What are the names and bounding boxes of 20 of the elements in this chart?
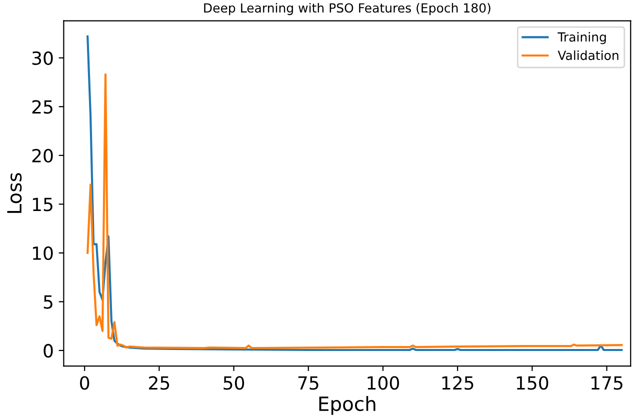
x-tick-label: 175	[592, 376, 622, 390]
legend-label: Validation	[558, 50, 618, 60]
x-tick-label: 25	[149, 376, 170, 390]
legend-label: Training	[558, 32, 606, 44]
y-tick-label: 0	[44, 344, 53, 358]
x-tick-label: 150	[516, 376, 548, 390]
x-tick-label: 50	[224, 376, 244, 390]
y-tick-label: 5	[44, 295, 52, 309]
y-tick-label: 30	[32, 51, 53, 65]
x-tick-label: 125	[442, 376, 474, 390]
y-tick-label: 25	[32, 100, 52, 114]
y-tick-label: 10	[32, 246, 53, 260]
x-tick-label: 0	[80, 376, 90, 390]
x-tick-label: 75	[298, 376, 318, 390]
x-tick-label: 100	[368, 376, 400, 390]
x-axis-title: Epoch	[319, 396, 376, 415]
y-axis-title: Loss	[7, 173, 22, 213]
y-tick-label: 15	[32, 198, 52, 212]
y-tick-label: 20	[32, 148, 53, 163]
chart-title: Deep Learning with PSO Features (Epoch 180)	[204, 2, 490, 16]
